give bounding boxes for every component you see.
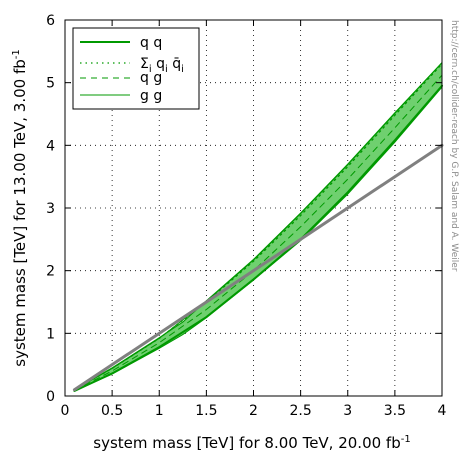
legend: q q Σi qi q̄i q g g g <box>73 28 199 109</box>
x-tick-label-5: 2.5 <box>289 403 311 419</box>
y-axis-title: system mass [TeV] for 13.00 TeV, 3.00 fb… <box>11 49 29 366</box>
series-line-gg <box>74 63 442 390</box>
x-axis-title: system mass [TeV] for 8.00 TeV, 20.00 fb… <box>93 434 410 452</box>
legend-label-qq: q q <box>140 35 162 51</box>
y-tick-label-0: 0 <box>46 389 55 405</box>
series-lines <box>74 63 442 391</box>
x-tick-label-6: 3 <box>343 403 352 419</box>
legend-label-qg: q g <box>140 70 162 86</box>
y-tick-label-1: 1 <box>46 326 55 342</box>
y-tick-label-6: 6 <box>46 13 55 29</box>
legend-label-gg: g g <box>140 88 162 104</box>
x-tick-label-7: 3.5 <box>384 403 406 419</box>
credit-text: http://cern.ch/collider-reach by G.P. Sa… <box>449 20 459 272</box>
series-line-sum-qi-qbari <box>74 64 442 390</box>
x-tick-label-4: 2 <box>249 403 258 419</box>
x-tick-label-8: 4 <box>438 403 447 419</box>
band-area <box>74 63 442 391</box>
uncertainty-band <box>74 63 442 391</box>
x-tick-label-0: 0 <box>61 403 70 419</box>
reference-diagonal-line <box>74 145 442 389</box>
x-tick-label-2: 1 <box>155 403 164 419</box>
y-tick-label-4: 4 <box>46 138 55 154</box>
x-tick-label-1: 0.5 <box>101 403 123 419</box>
y-tick-label-2: 2 <box>46 264 55 280</box>
y-tick-label-5: 5 <box>46 76 55 92</box>
y-tick-label-3: 3 <box>46 201 55 217</box>
x-tick-label-3: 1.5 <box>195 403 217 419</box>
